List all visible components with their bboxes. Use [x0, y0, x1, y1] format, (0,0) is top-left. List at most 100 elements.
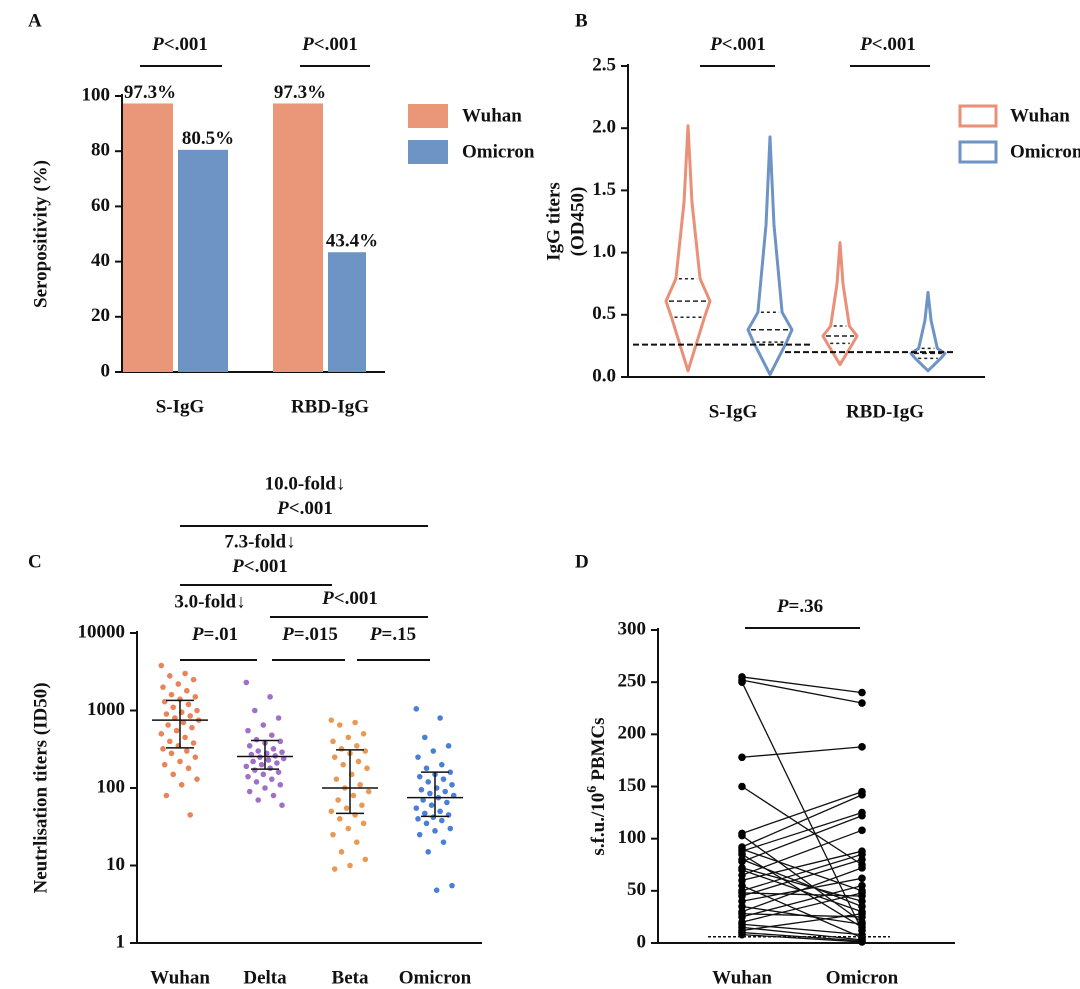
y-tick-label: 20: [91, 305, 110, 326]
data-point: [738, 753, 746, 762]
pair-line: [741, 794, 863, 848]
y-tick-label: 1.0: [592, 241, 616, 262]
data-point: [270, 746, 277, 752]
data-point: [360, 820, 367, 827]
annotation: P<.001: [301, 34, 358, 55]
annotation-italic: P: [281, 624, 294, 645]
violin: [821, 241, 859, 367]
data-point: [269, 732, 275, 739]
data-point: [437, 715, 443, 721]
legend-label: Omicron: [1010, 141, 1080, 162]
pair-line: [741, 869, 863, 913]
annotation: P<.001: [859, 34, 916, 55]
legend-label: Wuhan: [1010, 105, 1070, 126]
x-tick-label: RBD-IgG: [291, 396, 369, 417]
data-point: [738, 881, 746, 890]
data-point: [440, 776, 447, 782]
data-point: [345, 825, 352, 832]
data-point: [858, 902, 866, 911]
data-point: [422, 734, 428, 741]
y-tick-label: 100: [618, 827, 647, 848]
data-point: [192, 754, 199, 760]
data-point: [738, 678, 746, 686]
data-point: [163, 711, 170, 717]
data-point: [275, 769, 282, 775]
annotation: 3.0-fold↓: [174, 591, 245, 612]
data-point: [161, 761, 168, 768]
annotation-rest: =.015: [294, 624, 338, 645]
data-point: [160, 684, 166, 690]
data-point: [738, 831, 746, 840]
data-point: [168, 750, 175, 757]
data-point: [337, 816, 343, 822]
data-point: [243, 679, 250, 686]
data-point: [338, 849, 345, 855]
legend-swatch: [408, 140, 448, 164]
data-point: [362, 748, 369, 754]
annotation: P=.015: [281, 624, 338, 645]
y-axis-label-part: s.f.u./10: [588, 793, 609, 856]
data-point: [359, 802, 365, 808]
data-point: [418, 786, 425, 793]
pair-line: [741, 681, 863, 931]
data-point: [175, 681, 182, 687]
annotation: P=.36: [776, 596, 823, 617]
bar: [328, 252, 366, 372]
annotation: 7.3-fold↓: [224, 531, 295, 552]
data-point: [858, 909, 866, 918]
data-point: [189, 724, 195, 731]
pair-line: [741, 858, 863, 897]
data-point: [355, 758, 362, 765]
pair-line: [741, 867, 863, 913]
data-point: [439, 817, 445, 824]
annotation-rest: <.001: [872, 34, 916, 55]
data-point: [184, 687, 190, 694]
data-point: [246, 788, 253, 795]
pair-line: [741, 746, 863, 758]
annotation-italic: P: [776, 596, 789, 617]
data-point: [738, 871, 746, 879]
legend-label: Wuhan: [462, 105, 522, 126]
data-point: [360, 731, 367, 737]
pair-line: [741, 679, 863, 704]
bar: [123, 103, 173, 373]
data-point: [343, 805, 350, 811]
violin: [746, 135, 794, 377]
data-point: [420, 797, 426, 803]
data-point: [330, 831, 336, 838]
y-tick-label: 200: [618, 723, 647, 744]
panel-letter: A: [28, 10, 42, 31]
pair-line: [741, 858, 863, 908]
data-point: [335, 797, 341, 803]
data-point: [260, 722, 267, 728]
data-point: [250, 758, 256, 765]
y-tick-label: 0.0: [592, 365, 616, 386]
annotation-rest: =.15: [382, 624, 417, 645]
y-tick-label: 250: [618, 671, 647, 692]
y-axis-label: Seropositivity (%): [30, 160, 51, 308]
data-point: [430, 748, 437, 754]
annotation-italic: P: [151, 34, 164, 55]
annotation-italic: P: [231, 556, 244, 577]
data-point: [858, 897, 866, 906]
data-point: [180, 719, 187, 726]
data-label: 97.3%: [274, 82, 326, 103]
data-point: [260, 771, 267, 778]
y-tick-label: 10: [106, 854, 125, 875]
y-tick-label: 0.5: [592, 303, 616, 324]
data-point: [354, 743, 360, 749]
data-point: [269, 776, 275, 782]
data-point: [432, 828, 438, 834]
data-point: [184, 748, 190, 754]
y-tick-label: 1000: [87, 699, 125, 720]
annotation: P<.001: [231, 556, 288, 577]
data-point: [262, 785, 268, 791]
pair-line: [741, 785, 863, 866]
data-point: [350, 792, 357, 799]
data-point: [449, 882, 455, 889]
data-point: [255, 748, 261, 754]
data-point: [440, 839, 447, 845]
data-point: [170, 771, 176, 778]
annotation-italic: P: [301, 34, 314, 55]
